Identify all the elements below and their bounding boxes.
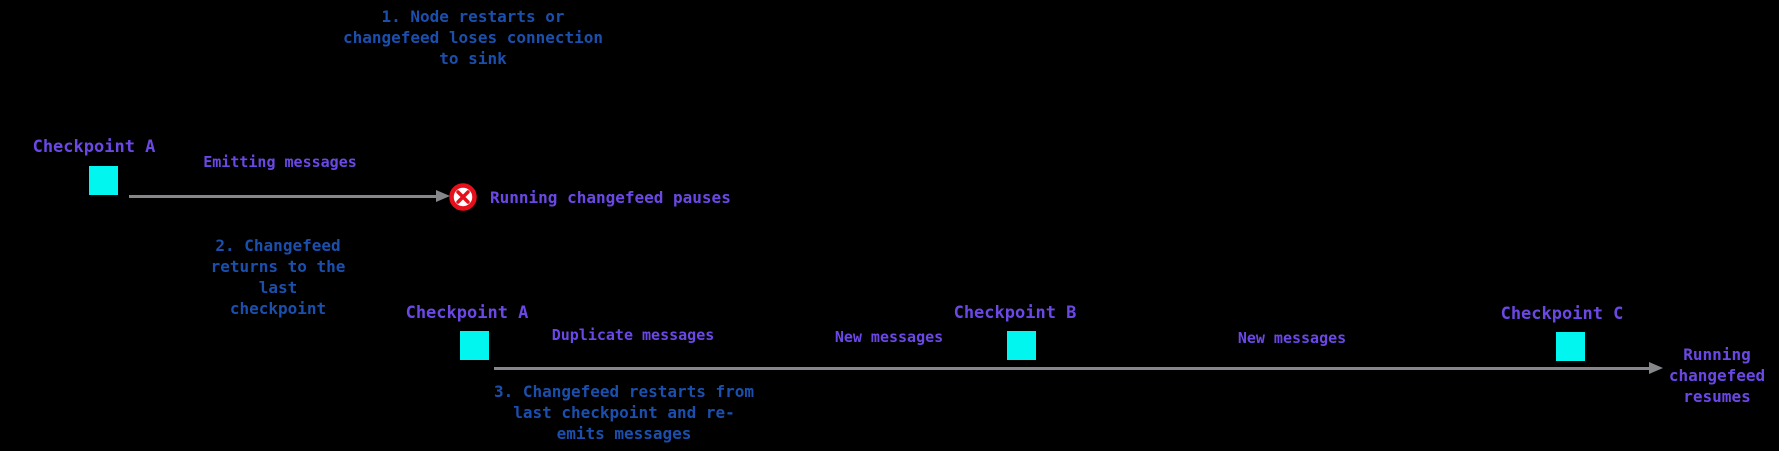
- timeline1-checkpoint-a-marker: [89, 166, 118, 195]
- pauses-label: Running changefeed pauses: [490, 188, 731, 207]
- timeline1-arrow-line: [129, 195, 440, 198]
- new-messages-label-2: New messages: [1237, 329, 1347, 347]
- new-messages-label-1: New messages: [834, 328, 944, 346]
- timeline2-checkpoint-c-label: Checkpoint C: [1500, 304, 1624, 324]
- duplicate-messages-label: Duplicate messages: [551, 326, 715, 344]
- timeline2-arrow-head: [1649, 362, 1663, 374]
- step3-note: 3. Changefeed restarts from last checkpo…: [493, 382, 755, 443]
- step2-note: 2. Changefeed returns to the last checkp…: [210, 236, 346, 318]
- emitting-messages-label: Emitting messages: [203, 153, 357, 171]
- resumes-label: Running changefeed resumes: [1668, 345, 1766, 406]
- crash-x-circle-icon: [449, 183, 477, 211]
- timeline2-checkpoint-a-label: Checkpoint A: [405, 303, 529, 323]
- timeline2-checkpoint-a-marker: [460, 331, 489, 360]
- timeline2-checkpoint-b-label: Checkpoint B: [953, 303, 1077, 323]
- timeline2-arrow-line: [494, 367, 1649, 370]
- timeline1-checkpoint-a-label: Checkpoint A: [32, 137, 156, 157]
- step1-note: 1. Node restarts or changefeed loses con…: [342, 7, 604, 68]
- timeline2-checkpoint-b-marker: [1007, 331, 1036, 360]
- timeline1-arrow-head: [436, 190, 450, 202]
- timeline2-checkpoint-c-marker: [1556, 332, 1585, 361]
